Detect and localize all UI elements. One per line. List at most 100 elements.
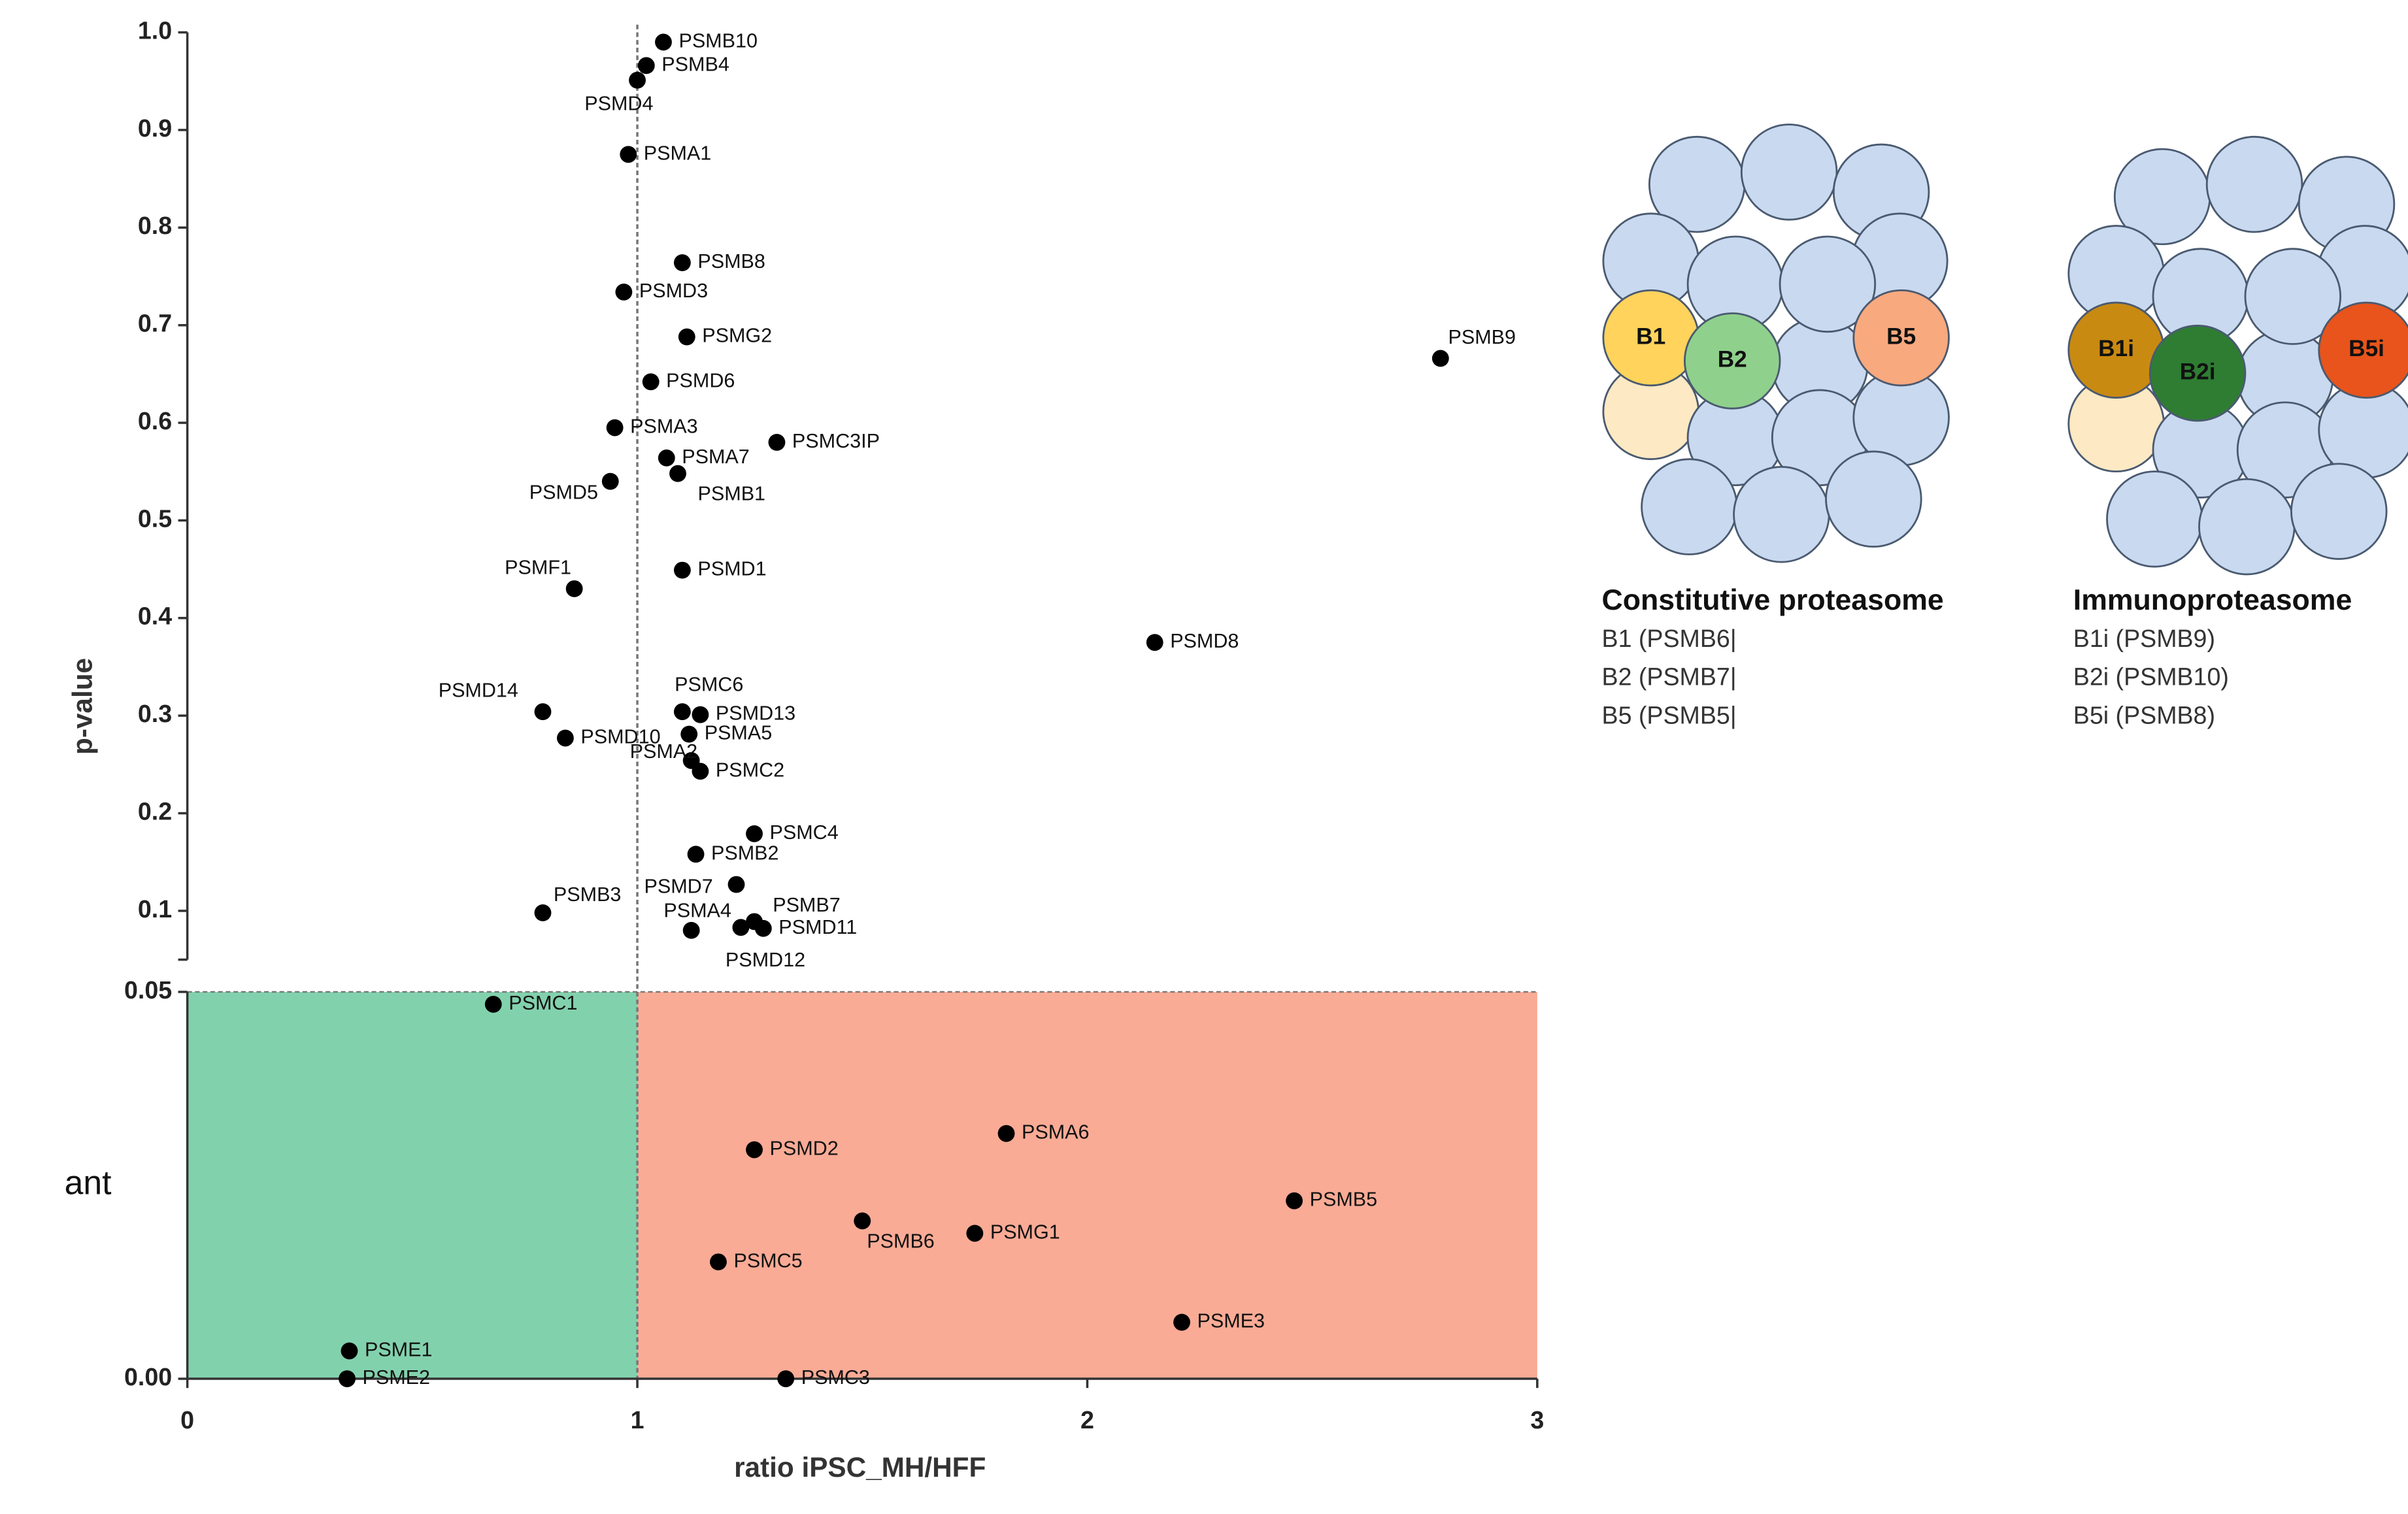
data-point	[658, 449, 675, 467]
point-label: PSMA7	[682, 446, 750, 468]
data-point	[1146, 634, 1163, 651]
panel-line: B1i (PSMB9)	[2073, 625, 2215, 652]
subunit	[1740, 123, 1838, 221]
subunit	[2198, 478, 2296, 576]
point-label: PSMB4	[661, 53, 729, 75]
y-tick-label: 0.2	[138, 798, 172, 825]
data-point	[484, 995, 502, 1013]
subunit-label: B1i	[2098, 336, 2134, 361]
point-label: PSMA2	[630, 740, 698, 763]
point-label: PSMG2	[702, 325, 772, 347]
data-point	[673, 703, 691, 721]
y-tick-label: 0.9	[138, 114, 172, 142]
y-tick-label: 0.8	[138, 212, 172, 239]
point-label: PSMA3	[630, 416, 698, 438]
subunit	[2205, 135, 2303, 233]
data-point	[655, 33, 672, 51]
point-label: PSMC2	[716, 759, 784, 781]
point-label: PSMB7	[773, 894, 841, 916]
data-point	[746, 825, 763, 842]
data-point	[710, 1253, 727, 1271]
point-label: PSME1	[365, 1338, 433, 1360]
point-label: PSMD14	[439, 680, 518, 702]
y-axis-label: p-value	[67, 658, 97, 755]
proteasome-diagram: B1i B5i B2i	[2067, 135, 2408, 576]
point-label: PSMD5	[529, 482, 598, 504]
panel-line: B2 (PSMB7|	[1602, 663, 1737, 691]
point-label: PSMC4	[770, 821, 839, 844]
highlighted-subunit	[2149, 324, 2247, 422]
data-point	[629, 71, 646, 89]
point-label: PSMC5	[733, 1249, 802, 1272]
annotation: ant	[65, 1164, 112, 1202]
highlighted-subunit	[1683, 312, 1781, 410]
point-label: PSMF1	[505, 557, 571, 579]
region	[187, 991, 638, 1379]
point-label: PSMD7	[644, 875, 713, 897]
data-point	[678, 328, 695, 346]
data-point	[601, 472, 619, 490]
data-point	[777, 1370, 795, 1387]
point-label: PSMB3	[554, 883, 622, 906]
data-point	[854, 1212, 871, 1230]
data-point	[687, 846, 705, 863]
point-label: PSMD4	[584, 92, 653, 114]
point-label: PSMG1	[990, 1221, 1060, 1243]
point-label: PSMD3	[639, 280, 708, 302]
y-tick-label: 0.7	[138, 310, 172, 337]
data-point	[680, 725, 698, 743]
data-point	[692, 763, 709, 780]
data-point	[746, 1141, 763, 1159]
data-point	[615, 283, 633, 301]
panel-title: Constitutive proteasome	[1602, 584, 1944, 616]
subunit-label: B5i	[2349, 336, 2384, 361]
highlighted-subunit	[1852, 289, 1950, 387]
x-tick-label: 3	[1530, 1406, 1544, 1434]
y-tick-label: 0.3	[138, 700, 172, 727]
point-label: PSMB10	[678, 30, 758, 52]
proteasome-diagram: B1 B5 B2	[1602, 123, 1950, 563]
point-label: PSMD6	[666, 369, 735, 391]
data-point	[620, 146, 637, 163]
point-label: PSMA1	[644, 142, 712, 164]
subunit	[1733, 466, 1830, 563]
subunit	[2290, 463, 2388, 560]
point-label: PSMD1	[697, 558, 766, 580]
data-point	[732, 919, 750, 936]
point-label: PSMB2	[711, 842, 779, 864]
data-point	[1286, 1192, 1303, 1210]
point-label: PSMC6	[675, 673, 743, 695]
y-tick-label: 0.1	[138, 895, 172, 923]
point-label: PSMB1	[698, 483, 766, 505]
x-tick-label: 2	[1080, 1406, 1094, 1434]
data-point	[637, 57, 655, 74]
data-point	[727, 876, 745, 893]
y-tick-label: 0.6	[138, 407, 172, 435]
y-tick-label: 1.0	[138, 16, 172, 44]
subunit-label: B2	[1718, 347, 1747, 372]
subunit	[2244, 248, 2342, 345]
point-label: PSMC3IP	[792, 430, 880, 452]
data-point	[669, 465, 686, 482]
panel-line: B2i (PSMB10)	[2073, 663, 2229, 691]
data-point	[642, 373, 660, 391]
point-label: PSMA6	[1022, 1121, 1090, 1144]
x-tick-label: 1	[631, 1406, 644, 1434]
panel-line: B5 (PSMB5|	[1602, 701, 1737, 729]
point-label: PSMB8	[697, 250, 765, 272]
subunit-label: B2i	[2180, 359, 2216, 384]
panel-line: B1 (PSMB6|	[1602, 625, 1737, 652]
data-point	[673, 254, 691, 271]
data-point	[341, 1342, 358, 1360]
y-tick-label: 0.00	[124, 1363, 172, 1391]
point-label: PSMB9	[1448, 326, 1516, 348]
y-tick-label: 0.05	[124, 976, 172, 1004]
panel-line: B5i (PSMB8)	[2073, 701, 2215, 729]
subunit-label: B5	[1886, 323, 1916, 349]
point-label: PSMD10	[580, 726, 660, 748]
point-label: PSME2	[363, 1366, 431, 1389]
data-point	[966, 1225, 984, 1242]
region	[637, 991, 1537, 1379]
point-label: PSMA5	[705, 722, 773, 744]
